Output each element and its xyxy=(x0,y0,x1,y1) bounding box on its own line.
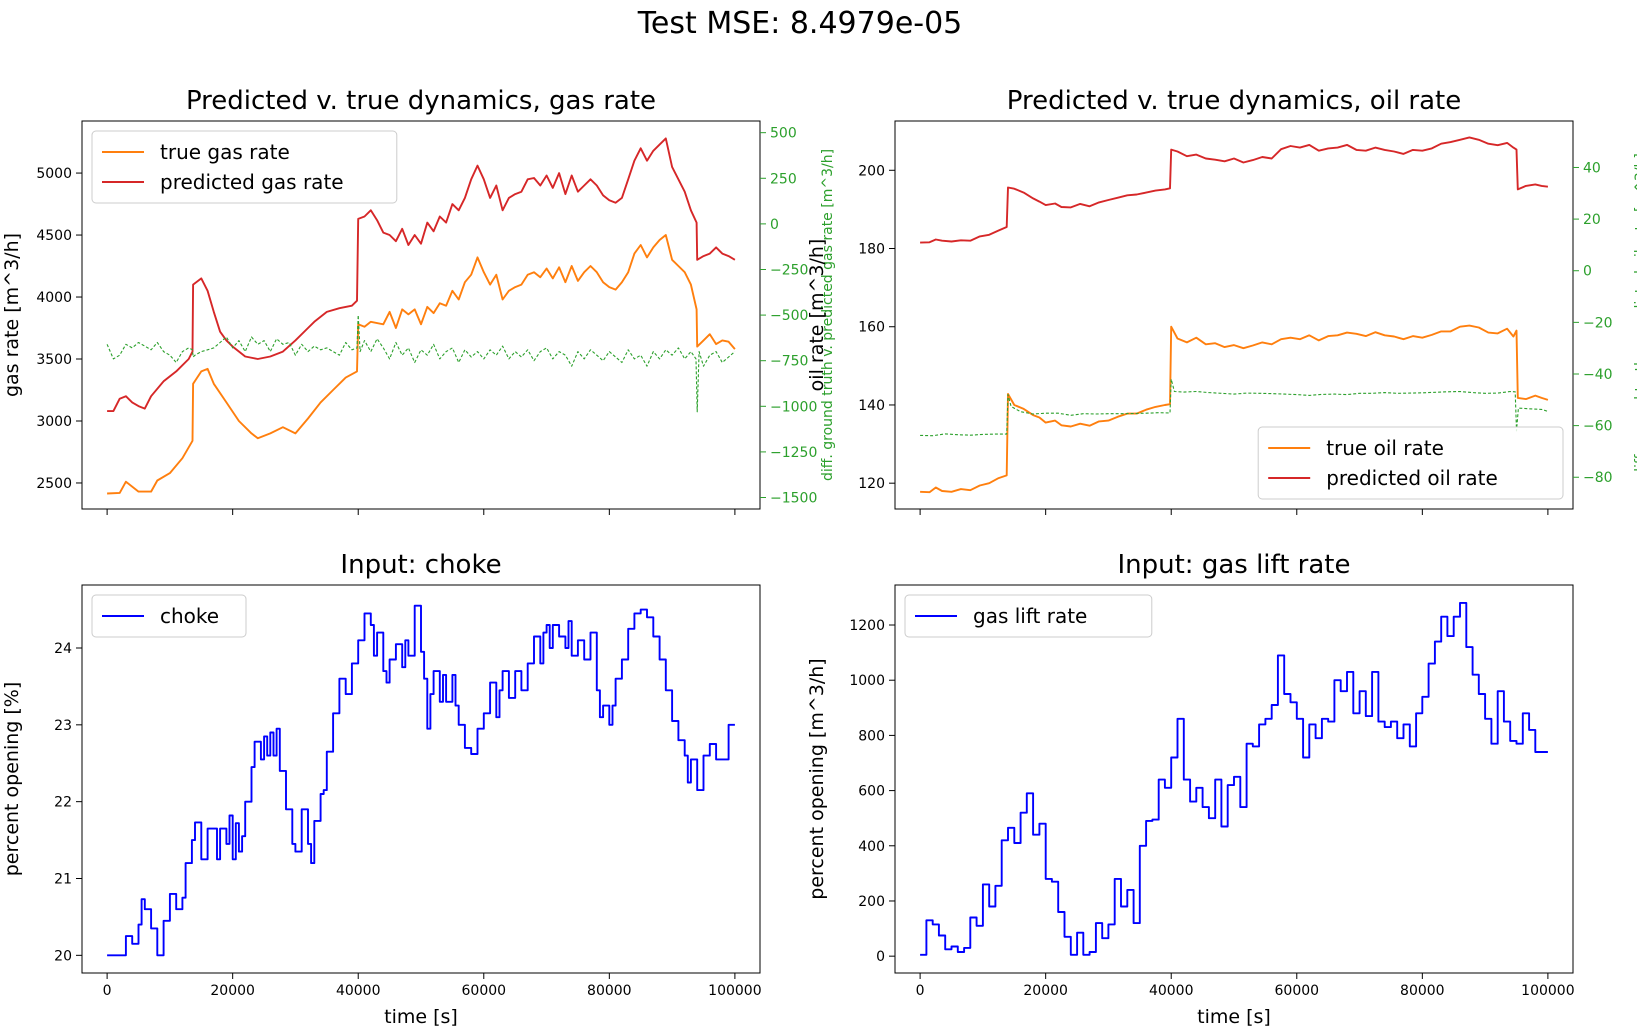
y-tick-label: 180 xyxy=(858,242,885,258)
chart-panel-1: Predicted v. true dynamics, oil rate 120 1… xyxy=(806,86,1637,515)
chart-panel-0: Predicted v. true dynamics, gas rate2500… xyxy=(1,86,836,515)
chart-title: Input: choke xyxy=(340,550,501,580)
axes-frame xyxy=(894,584,1574,974)
x-tick-label: 0 xyxy=(103,983,112,999)
chart-panel-2: Input: choke 0 20000 40000 60000 80000 100000 2… xyxy=(1,550,762,1028)
legend: choke xyxy=(91,594,247,638)
y2-tick-label: −250 xyxy=(770,262,808,278)
y2-tick-label: 40 xyxy=(1583,160,1601,176)
y-axis-label: percent opening [%] xyxy=(1,682,23,877)
y-axis-label: oil rate [m^3/h] xyxy=(806,239,828,392)
legend-box xyxy=(91,130,398,204)
y-tick-label: 2500 xyxy=(36,476,72,492)
legend-label: predicted gas rate xyxy=(160,170,344,194)
y2-tick-label: −750 xyxy=(770,354,808,370)
y-tick-label: 1200 xyxy=(849,618,885,634)
x-tick-label: 60000 xyxy=(462,983,507,999)
y-tick-label: 24 xyxy=(54,641,72,657)
axes-frame xyxy=(81,584,761,974)
y-tick-label: 3000 xyxy=(36,414,72,430)
y2-tick-label: −1250 xyxy=(770,445,817,461)
y2-tick-label: 500 xyxy=(770,126,797,142)
x-tick-label: 100000 xyxy=(708,983,761,999)
y-tick-label: 5000 xyxy=(36,166,72,182)
y-tick-label: 23 xyxy=(54,718,72,734)
chart-title: Input: gas lift rate xyxy=(1117,550,1350,580)
y2-tick-label: −60 xyxy=(1583,419,1613,435)
y2-tick-label: 0 xyxy=(770,217,779,233)
legend-box xyxy=(1257,426,1564,500)
series-true-gas-rate xyxy=(107,234,736,495)
y-axis-label: percent opening [m^3/h] xyxy=(806,658,828,899)
y2-axis-label: diff. ground truth v. predicted gas rate… xyxy=(820,149,836,481)
y-tick-label: 160 xyxy=(858,320,885,336)
axes-frame xyxy=(894,120,1574,510)
x-axis-label: time [s] xyxy=(384,1006,458,1028)
series-predicted-gas-rate xyxy=(107,137,736,413)
y-tick-label: 140 xyxy=(858,398,885,414)
series-predicted-oil-rate xyxy=(920,136,1549,244)
y2-tick-label: −1500 xyxy=(770,491,817,507)
y-tick-label: 3500 xyxy=(36,352,72,368)
y-tick-label: 120 xyxy=(858,476,885,492)
series-difference xyxy=(106,314,736,413)
legend-label: choke xyxy=(160,604,219,628)
figure-suptitle: Test MSE: 8.4979e-05 xyxy=(637,6,963,41)
y-tick-label: 20 xyxy=(54,948,72,964)
y-tick-label: 400 xyxy=(858,839,885,855)
x-tick-label: 0 xyxy=(916,983,925,999)
series-gas-lift-rate xyxy=(920,601,1548,956)
y2-tick-label: −20 xyxy=(1583,315,1613,331)
y2-tick-label: 250 xyxy=(770,171,797,187)
x-tick-label: 40000 xyxy=(336,983,381,999)
x-tick-label: 40000 xyxy=(1149,983,1194,999)
x-tick-label: 20000 xyxy=(1023,983,1068,999)
legend: true gas rate predicted gas rate xyxy=(91,130,398,204)
y-tick-label: 800 xyxy=(858,728,885,744)
y-tick-label: 600 xyxy=(858,784,885,800)
legend-label: true gas rate xyxy=(160,140,290,164)
y-tick-label: 200 xyxy=(858,894,885,910)
legend-label: predicted oil rate xyxy=(1326,466,1498,490)
x-tick-label: 100000 xyxy=(1521,983,1574,999)
chart-title: Predicted v. true dynamics, gas rate xyxy=(186,86,656,116)
y-tick-label: 21 xyxy=(54,871,72,887)
x-tick-label: 80000 xyxy=(587,983,632,999)
x-axis-label: time [s] xyxy=(1197,1006,1271,1028)
y2-tick-label: −80 xyxy=(1583,470,1613,486)
legend-box xyxy=(91,594,247,638)
x-tick-label: 20000 xyxy=(210,983,255,999)
y-tick-label: 1000 xyxy=(849,673,885,689)
y-tick-label: 0 xyxy=(876,949,885,965)
y-tick-label: 200 xyxy=(858,163,885,179)
y2-tick-label: −40 xyxy=(1583,367,1613,383)
legend: true oil rate predicted oil rate xyxy=(1257,426,1564,500)
series-true-oil-rate xyxy=(920,324,1549,494)
y2-tick-label: 20 xyxy=(1583,212,1601,228)
legend-box xyxy=(904,594,1153,638)
y2-tick-label: −1000 xyxy=(770,399,817,415)
y-tick-label: 22 xyxy=(54,795,72,811)
x-tick-label: 60000 xyxy=(1275,983,1320,999)
y-tick-label: 4000 xyxy=(36,290,72,306)
series-choke xyxy=(107,604,735,957)
y-tick-label: 4500 xyxy=(36,228,72,244)
y2-tick-label: 0 xyxy=(1583,264,1592,280)
legend-label: true oil rate xyxy=(1326,436,1444,460)
chart-title: Predicted v. true dynamics, oil rate xyxy=(1007,86,1462,116)
y-axis-label: gas rate [m^3/h] xyxy=(1,233,23,397)
legend-label: gas lift rate xyxy=(973,604,1087,628)
y2-axis-label: diff. ground truth v. predicted oil rate… xyxy=(1633,153,1637,477)
y2-tick-label: −500 xyxy=(770,308,808,324)
x-tick-label: 80000 xyxy=(1400,983,1445,999)
legend: gas lift rate xyxy=(904,594,1153,638)
